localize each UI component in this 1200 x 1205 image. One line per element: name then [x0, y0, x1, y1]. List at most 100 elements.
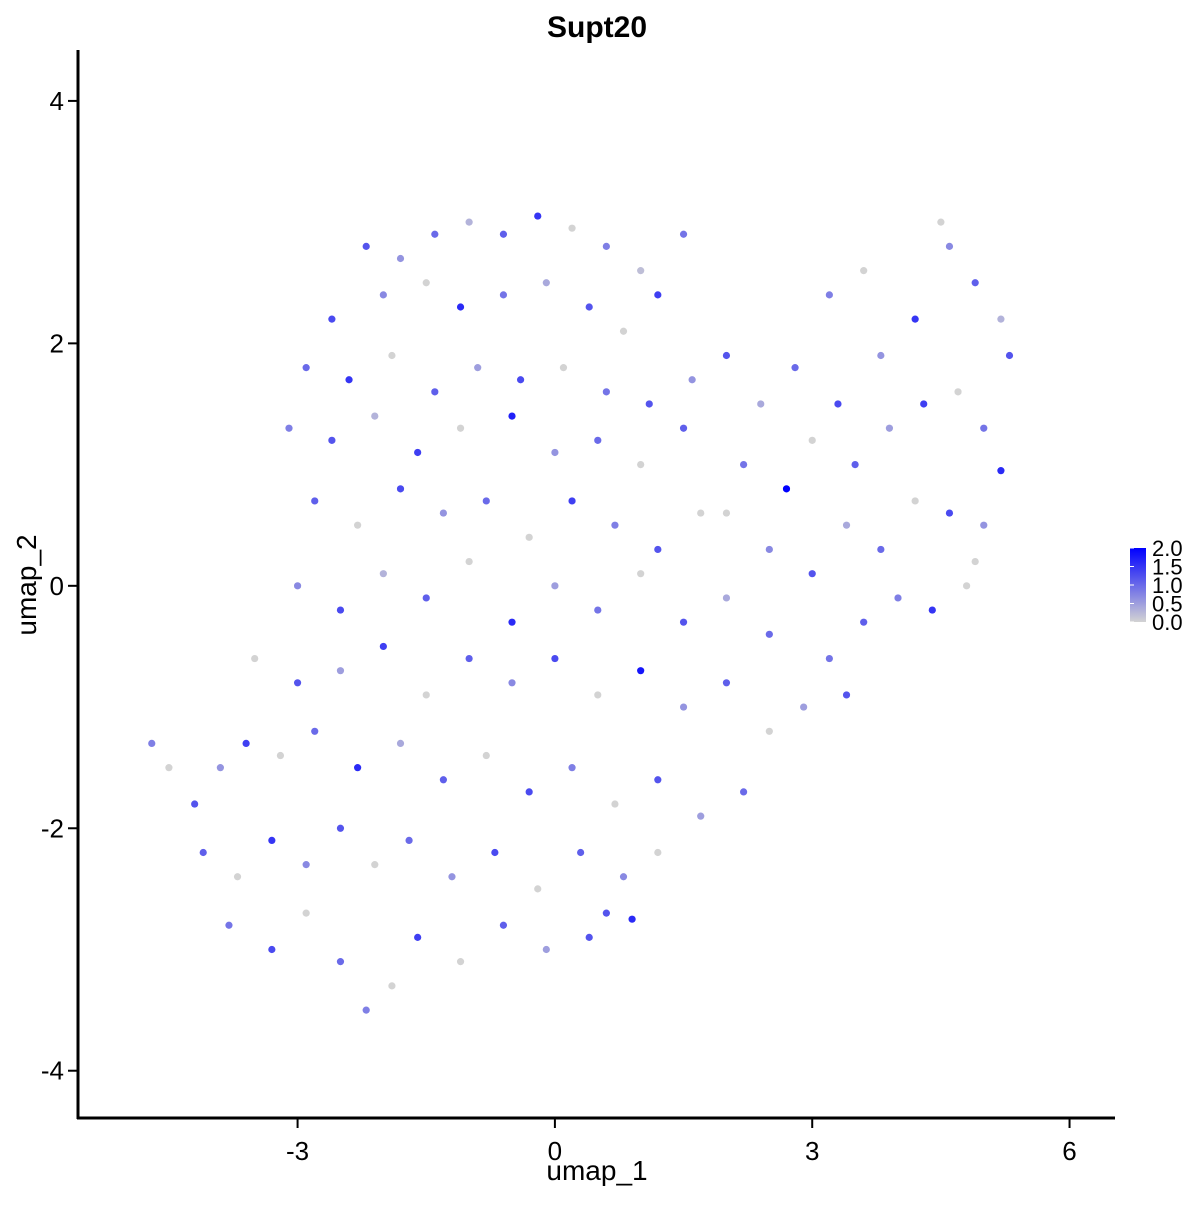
point — [525, 533, 533, 541]
point — [396, 739, 405, 748]
point — [233, 873, 242, 881]
point — [954, 388, 962, 396]
point — [611, 521, 619, 529]
point — [354, 764, 362, 772]
point — [808, 436, 816, 444]
point — [371, 412, 379, 420]
point — [877, 545, 885, 554]
y-tick-label: 4 — [50, 86, 64, 116]
point — [199, 848, 207, 857]
point — [251, 654, 259, 663]
colorbar-tick-label: 0.0 — [1152, 610, 1183, 635]
point — [439, 509, 447, 517]
colorbar-tick-label: 1.0 — [1152, 573, 1183, 598]
point — [637, 267, 645, 275]
point — [860, 267, 868, 275]
point — [1005, 351, 1014, 360]
point — [782, 485, 791, 493]
point — [302, 364, 310, 372]
point — [336, 958, 345, 966]
point — [388, 982, 396, 990]
point — [971, 279, 979, 287]
point — [920, 400, 928, 408]
y-tick-label: 2 — [50, 328, 64, 358]
point — [362, 242, 370, 250]
point — [542, 945, 550, 954]
point — [911, 315, 919, 323]
point — [456, 303, 465, 311]
point — [508, 618, 516, 626]
point — [800, 703, 808, 711]
point — [679, 424, 688, 432]
point — [508, 679, 516, 687]
point — [619, 873, 628, 881]
point — [945, 509, 954, 517]
point — [336, 667, 345, 675]
point — [980, 424, 988, 432]
point — [293, 582, 302, 590]
point — [611, 800, 619, 808]
point — [551, 654, 559, 663]
point — [568, 497, 576, 505]
point — [765, 727, 773, 735]
point — [422, 594, 430, 602]
point — [594, 436, 602, 444]
point — [568, 224, 576, 232]
point — [577, 848, 585, 857]
point — [302, 909, 310, 917]
point — [594, 606, 602, 614]
point — [422, 691, 430, 699]
point — [414, 448, 422, 457]
point — [499, 230, 508, 238]
point — [499, 291, 508, 299]
point — [448, 873, 456, 881]
point — [894, 594, 902, 602]
point — [465, 557, 473, 566]
point — [911, 497, 919, 505]
colorbar-tick-label: 2.0 — [1152, 536, 1183, 561]
point — [765, 545, 773, 554]
colorbar-tick-label: 0.5 — [1152, 592, 1183, 617]
point — [345, 376, 353, 384]
point — [877, 351, 885, 360]
point — [456, 424, 465, 432]
x-tick-label: 0 — [548, 1136, 562, 1166]
point — [637, 667, 645, 675]
point — [679, 618, 688, 626]
point — [688, 376, 696, 384]
point — [482, 497, 490, 505]
point — [825, 654, 833, 663]
point — [654, 848, 662, 857]
point — [722, 594, 731, 602]
point — [405, 836, 413, 844]
point — [414, 933, 422, 941]
point — [791, 364, 799, 372]
point — [474, 364, 482, 372]
point — [551, 448, 559, 457]
x-tick-label: 3 — [805, 1136, 819, 1166]
point — [740, 788, 748, 796]
point — [860, 618, 868, 626]
colorbar-tick-label: 1.5 — [1152, 555, 1183, 580]
point — [516, 376, 525, 384]
point — [388, 351, 396, 360]
y-tick-label: -4 — [41, 1056, 64, 1086]
point — [328, 315, 336, 323]
point — [851, 460, 859, 469]
point — [396, 485, 405, 493]
point — [499, 921, 508, 929]
y-tick-label: -2 — [41, 813, 64, 843]
point — [885, 424, 894, 432]
point — [834, 400, 842, 408]
point — [594, 691, 602, 699]
point — [276, 751, 285, 760]
point — [354, 521, 362, 529]
point — [465, 218, 473, 226]
point — [216, 764, 224, 772]
points — [148, 212, 1014, 1014]
point — [602, 242, 610, 250]
point — [722, 351, 731, 360]
point — [491, 848, 499, 857]
point — [311, 497, 319, 505]
point — [285, 424, 293, 432]
